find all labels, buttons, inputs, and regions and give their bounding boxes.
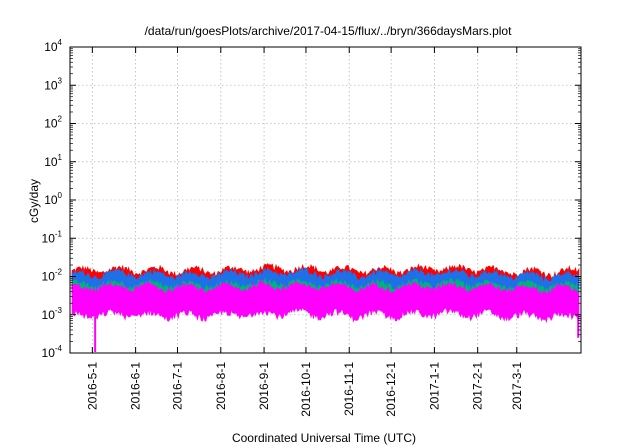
y-tick-label: 101 (44, 153, 62, 169)
y-tick-base: 10 (42, 308, 56, 322)
y-tick-exponent: -3 (55, 306, 63, 315)
x-tick-label: 2016-7-1 (171, 362, 185, 410)
chart-title: /data/run/goesPlots/archive/2017-04-15/f… (145, 24, 513, 38)
y-tick-exponent: 3 (58, 76, 63, 85)
y-tick-exponent: 0 (58, 191, 63, 200)
y-tick-label: 100 (44, 191, 62, 207)
x-tick-label: 2017-3-1 (510, 362, 524, 410)
grid-lines (70, 47, 581, 353)
x-tick-label: 2017-2-1 (471, 362, 485, 410)
y-tick-base: 10 (42, 270, 56, 284)
y-tick-base: 10 (44, 193, 58, 207)
x-tick-label: 2017-1-1 (427, 362, 441, 410)
y-tick-base: 10 (42, 231, 56, 245)
series-layer (71, 263, 580, 352)
y-tick-label: 10-3 (42, 306, 63, 322)
y-tick-exponent: 4 (58, 38, 63, 47)
x-axis-title: Coordinated Universal Time (UTC) (232, 431, 416, 445)
y-tick-exponent: -4 (55, 344, 63, 353)
y-tick-label: 102 (44, 115, 62, 131)
y-tick-exponent: -2 (55, 268, 63, 277)
y-tick-exponent: 1 (58, 153, 63, 162)
y-tick-base: 10 (42, 346, 56, 360)
x-tick-label: 2016-8-1 (214, 362, 228, 410)
x-tick-label: 2016-5-1 (85, 362, 99, 410)
y-tick-label: 103 (44, 76, 62, 92)
y-tick-label: 10-4 (42, 344, 63, 360)
x-tick-label: 2016-10-1 (299, 362, 313, 417)
x-tick-label: 2016-6-1 (129, 362, 143, 410)
y-tick-label: 10-2 (42, 268, 63, 284)
x-axis: 2016-5-1 2016-6-1 2016-7-1 2016-8-1 2016-9-1… (85, 47, 524, 417)
y-tick-base: 10 (44, 117, 58, 131)
y-tick-label: 10-1 (42, 229, 63, 245)
x-tick-label: 2016-12-1 (384, 362, 398, 417)
y-tick-base: 10 (44, 40, 58, 54)
y-tick-exponent: -1 (55, 229, 63, 238)
x-tick-label: 2016-9-1 (257, 362, 271, 410)
y-tick-label: 104 (44, 38, 62, 54)
y-axis-title: cGy/day (27, 179, 41, 223)
x-tick-label: 2016-11-1 (342, 362, 356, 416)
y-tick-exponent: 2 (58, 115, 63, 124)
y-tick-base: 10 (44, 155, 58, 169)
y-tick-base: 10 (44, 78, 58, 92)
